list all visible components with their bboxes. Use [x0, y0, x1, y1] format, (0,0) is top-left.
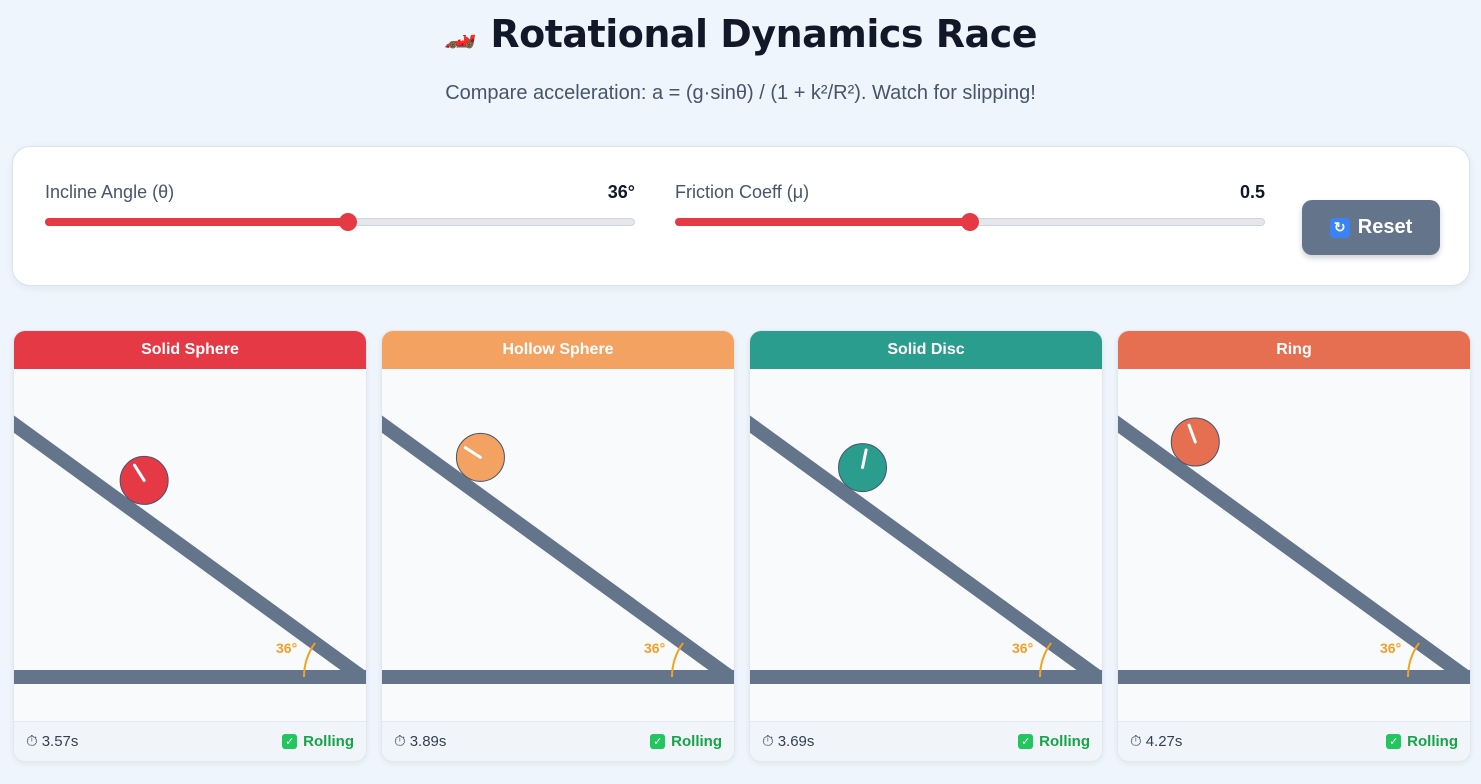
- card-footer: ⏱ 3.69s ✓ Rolling: [750, 721, 1102, 761]
- angle-arc: [1407, 642, 1420, 678]
- refresh-icon: ↻: [1329, 217, 1350, 238]
- friction-control: Friction Coeff (μ) 0.5: [675, 181, 1265, 233]
- stopwatch-icon: ⏱: [1130, 733, 1142, 750]
- angle-text: 36°: [276, 640, 297, 656]
- angle-slider-thumb[interactable]: [339, 213, 358, 231]
- elapsed-time: ⏱ 3.57s: [26, 733, 78, 750]
- status-badge: ✓ Rolling: [650, 733, 722, 750]
- rotation-marker: [132, 463, 146, 482]
- time-value: 4.27s: [1145, 733, 1183, 750]
- time-value: 3.57s: [41, 733, 79, 750]
- title-row: 🏎️ Rotational Dynamics Race: [0, 12, 1481, 56]
- check-icon: ✓: [282, 734, 298, 749]
- status-text: Rolling: [1407, 733, 1458, 750]
- reset-button[interactable]: ↻ Reset: [1302, 200, 1440, 255]
- race-card: Solid Sphere 36° ⏱ 3.57s ✓ Rolling: [13, 330, 367, 762]
- elapsed-time: ⏱ 4.27s: [1130, 733, 1182, 750]
- incline-scene: 36°: [1118, 369, 1470, 723]
- race-card: Solid Disc 36° ⏱ 3.69s ✓ Rolling: [749, 330, 1103, 762]
- friction-slider-fill: [675, 218, 970, 226]
- card-footer: ⏱ 4.27s ✓ Rolling: [1118, 721, 1470, 761]
- angle-text: 36°: [644, 640, 665, 656]
- status-text: Rolling: [671, 733, 722, 750]
- angle-slider-fill: [45, 218, 349, 226]
- check-icon: ✓: [1018, 734, 1034, 749]
- angle-text: 36°: [1012, 640, 1033, 656]
- rotation-marker: [463, 446, 482, 459]
- page-subtitle: Compare acceleration: a = (g·sinθ) / (1 …: [445, 82, 1036, 104]
- incline-scene: 36°: [750, 369, 1102, 723]
- rotation-marker: [861, 448, 868, 470]
- angle-arc: [1039, 642, 1052, 678]
- card-title: Solid Sphere: [14, 331, 366, 369]
- friction-slider-thumb[interactable]: [961, 213, 979, 231]
- angle-arc: [303, 642, 316, 678]
- angle-control: Incline Angle (θ) 36°: [45, 181, 635, 233]
- ramp-line: [382, 415, 734, 683]
- angle-text: 36°: [1380, 640, 1401, 656]
- status-badge: ✓ Rolling: [1386, 733, 1458, 750]
- elapsed-time: ⏱ 3.89s: [394, 733, 446, 750]
- stopwatch-icon: ⏱: [762, 733, 774, 750]
- stopwatch-icon: ⏱: [26, 733, 38, 750]
- angle-value: 36°: [607, 181, 635, 202]
- card-footer: ⏱ 3.89s ✓ Rolling: [382, 721, 734, 761]
- elapsed-time: ⏱ 3.69s: [762, 733, 814, 750]
- angle-slider[interactable]: [45, 211, 635, 233]
- angle-label: Incline Angle (θ): [45, 181, 175, 202]
- race-card: Ring 36° ⏱ 4.27s ✓ Rolling: [1117, 330, 1471, 762]
- friction-slider[interactable]: [675, 211, 1265, 233]
- card-title: Ring: [1118, 331, 1470, 369]
- status-badge: ✓ Rolling: [282, 733, 354, 750]
- time-value: 3.69s: [777, 733, 815, 750]
- status-text: Rolling: [1039, 733, 1090, 750]
- card-title: Hollow Sphere: [382, 331, 734, 369]
- rotation-marker: [1187, 423, 1197, 444]
- ramp-line: [1118, 415, 1470, 683]
- check-icon: ✓: [650, 734, 666, 749]
- friction-label: Friction Coeff (μ): [675, 181, 810, 202]
- ramp-line: [750, 415, 1102, 683]
- status-badge: ✓ Rolling: [1018, 733, 1090, 750]
- page-title: Rotational Dynamics Race: [490, 12, 1037, 56]
- incline-diagram: 36°: [750, 415, 1102, 684]
- check-icon: ✓: [1386, 734, 1402, 749]
- race-card: Hollow Sphere 36° ⏱ 3.89s ✓ Rolling: [381, 330, 735, 762]
- incline-scene: 36°: [382, 369, 734, 723]
- angle-arc: [671, 642, 684, 678]
- ramp-line: [14, 415, 366, 683]
- reset-label: Reset: [1357, 216, 1413, 238]
- friction-value: 0.5: [1239, 181, 1265, 202]
- incline-diagram: 36°: [382, 415, 734, 684]
- race-car-icon: 🏎️: [443, 19, 477, 49]
- incline-diagram: 36°: [14, 415, 366, 684]
- stopwatch-icon: ⏱: [394, 733, 406, 750]
- incline-diagram: 36°: [1118, 415, 1470, 684]
- status-text: Rolling: [303, 733, 354, 750]
- controls-panel: Incline Angle (θ) 36° Friction Coeff (μ)…: [12, 146, 1470, 286]
- time-value: 3.89s: [409, 733, 447, 750]
- card-title: Solid Disc: [750, 331, 1102, 369]
- card-footer: ⏱ 3.57s ✓ Rolling: [14, 721, 366, 761]
- incline-scene: 36°: [14, 369, 366, 723]
